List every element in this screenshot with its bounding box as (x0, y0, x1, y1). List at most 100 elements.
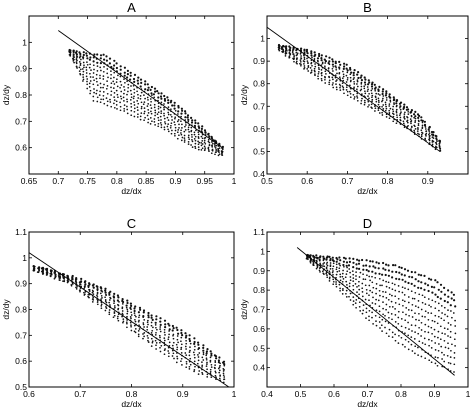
data-point (430, 326, 433, 329)
data-point (92, 64, 95, 67)
data-point (417, 124, 420, 127)
data-point (398, 290, 400, 293)
data-point (387, 269, 390, 272)
data-point (434, 307, 437, 310)
data-point (430, 347, 433, 349)
data-point (352, 261, 355, 264)
data-point (137, 76, 140, 79)
data-point (452, 293, 455, 296)
data-point (317, 75, 319, 78)
data-point (177, 104, 180, 108)
data-point (180, 352, 183, 354)
data-point (107, 76, 109, 79)
data-point (392, 96, 395, 99)
data-point (325, 272, 328, 275)
data-point (345, 289, 348, 292)
data-point (99, 74, 101, 77)
data-point (427, 128, 430, 131)
data-point (433, 286, 436, 289)
data-point (211, 144, 213, 147)
data-point (321, 270, 324, 273)
data-point (155, 342, 158, 344)
data-point (408, 314, 410, 317)
y-tick-label: 0.7 (253, 305, 265, 315)
data-point (434, 342, 437, 344)
data-point (133, 110, 136, 113)
data-point (356, 95, 358, 97)
data-point (147, 112, 150, 114)
data-point (371, 98, 374, 101)
data-point (384, 103, 387, 106)
data-point (323, 58, 326, 61)
data-point (364, 284, 367, 287)
data-point (180, 112, 183, 115)
y-tick-label: 0.7 (15, 116, 27, 126)
data-point (106, 104, 109, 107)
data-point (322, 265, 324, 267)
data-point (428, 132, 431, 134)
data-point (113, 299, 115, 301)
data-point (181, 364, 183, 366)
data-point (223, 378, 226, 381)
data-point (299, 62, 301, 65)
data-point (418, 319, 420, 322)
data-point (150, 92, 153, 95)
data-point (180, 133, 183, 136)
data-point (167, 322, 170, 325)
data-point (443, 360, 446, 363)
data-point (420, 135, 423, 138)
data-point (394, 333, 396, 336)
data-point (416, 130, 419, 132)
data-point (418, 326, 420, 329)
data-point (385, 92, 388, 95)
data-point (315, 267, 318, 270)
data-point (170, 108, 172, 111)
data-point (357, 262, 361, 265)
data-point (105, 59, 108, 62)
data-point (85, 72, 88, 74)
data-point (336, 72, 338, 75)
data-point (345, 264, 348, 267)
data-point (435, 145, 437, 148)
data-point (126, 76, 129, 79)
data-point (104, 289, 107, 292)
data-point (62, 273, 65, 276)
data-point (144, 116, 146, 119)
data-point (329, 262, 332, 264)
data-point (361, 312, 364, 315)
data-point (119, 65, 122, 68)
data-point (408, 328, 410, 330)
y-tick-label: 1 (22, 253, 27, 263)
data-point (421, 131, 423, 134)
data-point (133, 324, 136, 327)
data-point (397, 310, 400, 313)
data-point (400, 111, 402, 113)
data-point (138, 306, 142, 309)
data-point (391, 336, 394, 338)
data-point (109, 98, 111, 101)
data-point (170, 99, 173, 102)
data-point (315, 259, 318, 262)
data-point (349, 68, 352, 71)
data-point (346, 69, 349, 72)
data-point (361, 287, 364, 290)
data-point (363, 87, 366, 90)
data-point (375, 324, 378, 327)
data-point (85, 75, 88, 78)
data-point (420, 287, 423, 290)
data-point (113, 59, 116, 62)
data-point (115, 62, 118, 65)
y-axis-label: dz/dy (1, 84, 11, 105)
data-point (338, 83, 341, 86)
data-point (143, 110, 146, 113)
data-point (207, 138, 210, 141)
data-point (123, 107, 126, 110)
data-point (356, 83, 358, 85)
data-point (379, 294, 381, 297)
data-point (375, 98, 378, 101)
data-point (125, 306, 128, 309)
data-point (167, 101, 170, 104)
data-point (136, 90, 138, 93)
data-point (130, 114, 133, 117)
data-point (317, 77, 320, 80)
